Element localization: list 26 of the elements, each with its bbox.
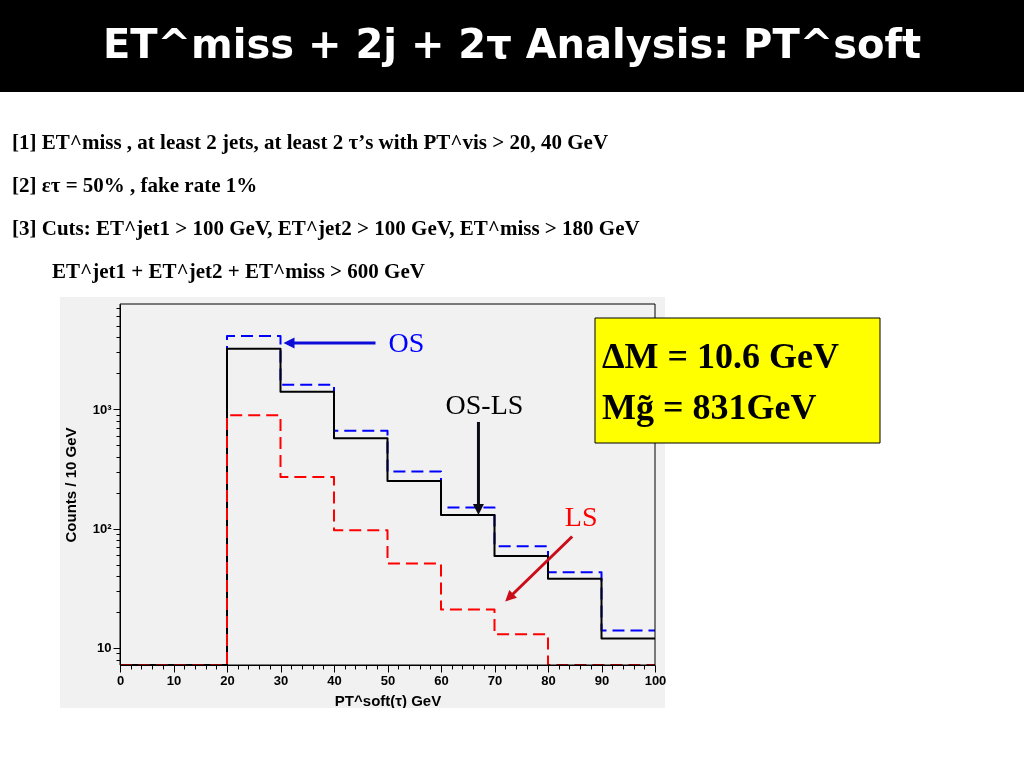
x-tick-label: 80: [541, 672, 556, 688]
text: OS: [388, 327, 425, 358]
x-tick-label: 50: [380, 672, 396, 688]
y-tick-label: 10³: [92, 401, 113, 417]
text: ET^jet1 + ET^jet2 + ET^miss > 600 GeV: [52, 259, 425, 283]
text: LS: [564, 501, 598, 533]
x-tick-label: 70: [487, 672, 503, 688]
x-tick-label: 60: [434, 672, 449, 688]
y-tick-label: 10: [97, 640, 112, 656]
x-tick-label: 100: [644, 672, 667, 688]
text: OS-LS: [445, 388, 524, 420]
x-tick-label: 20: [220, 672, 235, 688]
annotation: ΔM = 10.6 GeV: [602, 336, 840, 376]
x-tick-label: 90: [594, 672, 610, 688]
x-tick-label: 30: [273, 672, 289, 688]
text: [3] Cuts: ET^jet1 > 100 GeV, ET^jet2 > 100 GeV, ET^miss > 180 GeV: [12, 216, 640, 240]
x-axis-title: PT^soft(τ) GeV: [334, 691, 442, 709]
text: [2] ετ = 50% , fake rate 1%: [12, 173, 258, 197]
chart-title: ET^miss + 2j + 2τ Analysis: PT^soft: [102, 21, 922, 67]
x-tick-label: 40: [327, 672, 342, 688]
text: [1] ET^miss , at least 2 jets, at least 2 τ’s with PT^vis > 20, 40 GeV: [12, 130, 609, 154]
x-tick-label: 10: [166, 672, 182, 688]
annotation: Mg̃ = 831GeV: [602, 387, 817, 427]
y-tick-label: 10²: [92, 521, 113, 537]
y-axis-title: Counts / 10 GeV: [61, 427, 79, 543]
x-tick-label: 0: [116, 672, 125, 688]
